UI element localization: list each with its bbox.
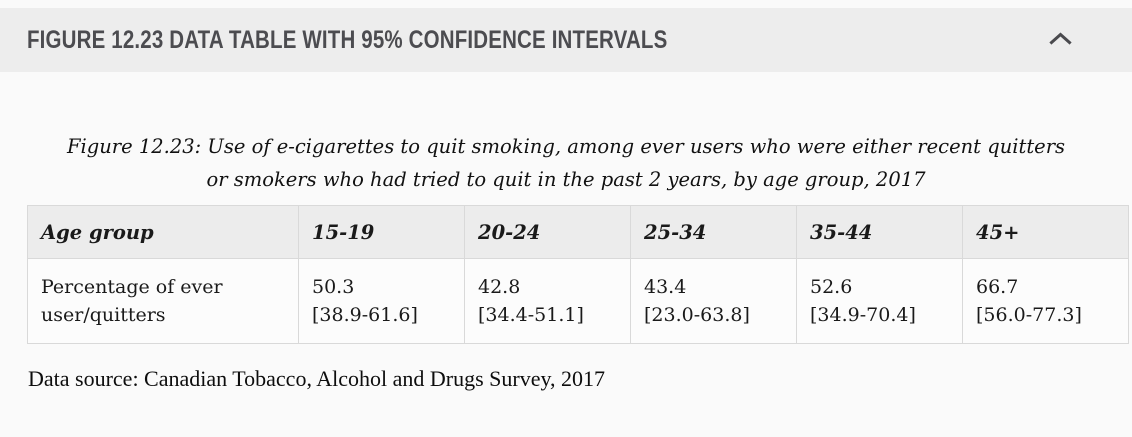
table-header-row: Age group 15-19 20-24 25-34 35-44 45+ <box>27 205 1129 259</box>
table-cell-20-24: 42.8 [34.4-51.1] <box>464 258 631 344</box>
panel-title: FIGURE 12.23 DATA TABLE WITH 95% CONFIDE… <box>27 25 668 54</box>
figure-panel: FIGURE 12.23 DATA TABLE WITH 95% CONFIDE… <box>0 8 1132 437</box>
cell-confidence-interval: [38.9-61.6] <box>312 304 418 326</box>
table-cell-15-19: 50.3 [38.9-61.6] <box>298 258 465 344</box>
col-header-20-24: 20-24 <box>464 205 631 259</box>
data-table: Age group 15-19 20-24 25-34 35-44 45+ Pe… <box>27 205 1129 344</box>
figure-caption: Figure 12.23: Use of e-cigarettes to qui… <box>66 135 1066 191</box>
cell-confidence-interval: [23.0-63.8] <box>644 304 750 326</box>
collapse-button[interactable] <box>1045 28 1076 52</box>
table-cell-25-34: 43.4 [23.0-63.8] <box>630 258 797 344</box>
figure-panel-header[interactable]: FIGURE 12.23 DATA TABLE WITH 95% CONFIDE… <box>0 8 1132 72</box>
chevron-up-icon <box>1049 32 1072 48</box>
col-header-15-19: 15-19 <box>298 205 465 259</box>
cell-confidence-interval: [56.0-77.3] <box>976 304 1082 326</box>
cell-value: 42.8 <box>478 276 521 298</box>
cell-value: 52.6 <box>810 276 853 298</box>
col-header-age-group: Age group <box>27 205 299 259</box>
table-row: Percentage of ever user/quitters 50.3 [3… <box>27 258 1129 344</box>
col-header-35-44: 35-44 <box>796 205 963 259</box>
cell-value: 50.3 <box>312 276 355 298</box>
cell-value: 66.7 <box>976 276 1019 298</box>
table-cell-45-plus: 66.7 [56.0-77.3] <box>962 258 1129 344</box>
cell-confidence-interval: [34.9-70.4] <box>810 304 916 326</box>
data-source: Data source: Canadian Tobacco, Alcohol a… <box>28 366 606 391</box>
col-header-45-plus: 45+ <box>962 205 1129 259</box>
cell-value: 43.4 <box>644 276 687 298</box>
cell-confidence-interval: [34.4-51.1] <box>478 304 584 326</box>
table-cell-35-44: 52.6 [34.9-70.4] <box>796 258 963 344</box>
row-label: Percentage of ever user/quitters <box>27 258 299 344</box>
col-header-25-34: 25-34 <box>630 205 797 259</box>
